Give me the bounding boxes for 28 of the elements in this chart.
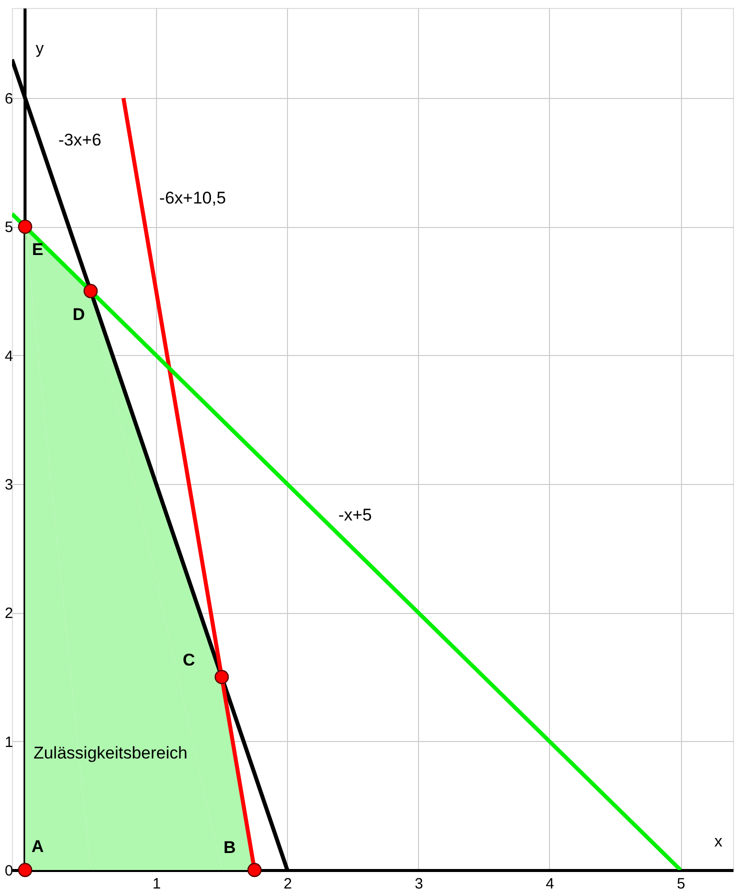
y-axis-title: y xyxy=(36,40,44,58)
annotation: C xyxy=(182,650,196,670)
point xyxy=(84,284,98,298)
y-tick-label: 0 xyxy=(4,862,14,880)
x-tick-label: 4 xyxy=(546,876,554,892)
series-label: -6x+10,5 xyxy=(159,188,226,208)
annotation: E xyxy=(32,240,44,260)
annotation: A xyxy=(32,836,44,856)
y-tick-label: 5 xyxy=(4,219,14,236)
point xyxy=(247,862,262,878)
y-tick-label: 3 xyxy=(4,476,14,494)
y-tick-label: 6 xyxy=(4,90,14,108)
series-label: Zulässigkeitsbereich xyxy=(33,743,188,762)
point xyxy=(18,220,32,234)
point xyxy=(18,862,32,878)
x-tick-label: 3 xyxy=(414,876,424,892)
y-tick-label: 2 xyxy=(4,605,14,622)
x-tick-label: 2 xyxy=(284,876,292,892)
x-axis-title: x xyxy=(714,834,722,851)
annotation: D xyxy=(72,305,85,324)
series-label: -3x+6 xyxy=(58,130,102,150)
point xyxy=(214,670,229,684)
series-label: -x+5 xyxy=(338,506,372,525)
y-tick-label: 4 xyxy=(4,348,14,365)
x-tick-label: 1 xyxy=(152,876,161,892)
annotation: B xyxy=(223,838,236,857)
x-tick-label: 5 xyxy=(676,876,686,892)
y-tick-label: 1 xyxy=(4,734,14,751)
